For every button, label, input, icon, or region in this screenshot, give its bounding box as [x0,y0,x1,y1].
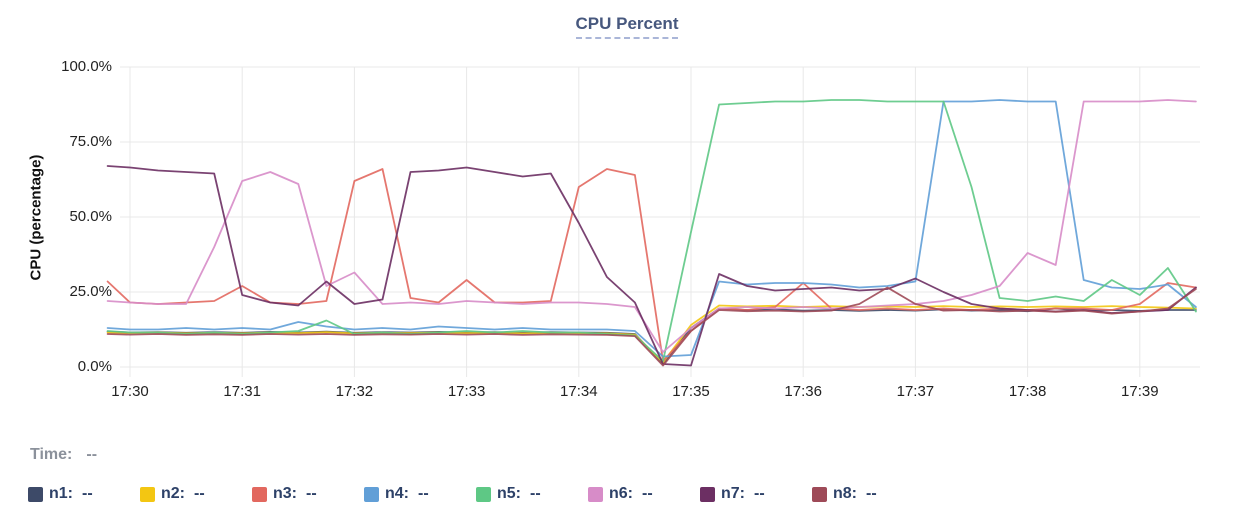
legend-value-n6: -- [642,485,653,502]
legend-item-n3[interactable]: n3: -- [252,485,364,503]
time-readout-row: Time: -- [30,446,97,464]
legend-label-n6: n6: [609,485,633,502]
series-line-n1 [106,307,1197,365]
series-line-n4 [106,99,1197,358]
y-tick-label: 50.0% [69,208,112,225]
legend-item-n8[interactable]: n8: -- [812,485,924,503]
x-tick-label: 17:38 [1008,383,1047,400]
legend-item-n5[interactable]: n5: -- [476,485,588,503]
legend-swatch-n8 [812,486,827,502]
series-line-n5 [106,99,1197,362]
x-tick-label: 17:37 [896,383,935,400]
legend-label-n8: n8: [833,485,857,502]
chart-title[interactable]: CPU Percent [575,14,679,39]
legend-label-n3: n3: [273,485,297,502]
legend-value-n4: -- [418,485,429,502]
legend-item-n6[interactable]: n6: -- [588,485,700,503]
legend-item-n7[interactable]: n7: -- [700,485,812,503]
y-tick-label: 75.0% [69,133,112,150]
legend-label-n7: n7: [721,485,745,502]
legend-swatch-n1 [28,486,43,502]
y-tick-label: 0.0% [77,358,112,375]
y-tick-label: 25.0% [69,283,112,300]
legend-swatch-n3 [252,486,267,502]
legend-swatch-n6 [588,486,603,502]
legend-label-n5: n5: [497,485,521,502]
x-tick-label: 17:34 [560,383,598,400]
legend-value-n1: -- [82,485,93,502]
y-axis-title: CPU (percentage) [27,154,45,281]
x-tick-label: 17:36 [784,383,822,400]
legend-swatch-n2 [140,486,155,502]
legend-value-n2: -- [194,485,205,502]
legend-item-n4[interactable]: n4: -- [364,485,476,503]
legend-value-n7: -- [754,485,765,502]
x-tick-label: 17:35 [672,383,710,400]
legend-value-n3: -- [306,485,317,502]
legend-label-n4: n4: [385,485,409,502]
legend-item-n1[interactable]: n1: -- [28,485,140,503]
time-label: Time: [30,446,73,463]
x-tick-label: 17:33 [447,383,486,400]
legend-swatch-n7 [700,486,715,502]
legend-swatch-n4 [364,486,379,502]
series-line-n6 [106,99,1197,353]
chart-canvas[interactable] [0,0,1254,430]
series-line-n8 [106,286,1197,367]
legend-swatch-n5 [476,486,491,502]
x-tick-label: 17:31 [223,383,261,400]
legend: n1: -- n2: -- n3: -- n4: -- n5: -- n6: -- n7: -- n8: -- [28,485,1238,503]
legend-label-n2: n2: [161,485,185,502]
chart-title-wrap: CPU Percent [0,14,1254,39]
y-tick-label: 100.0% [61,58,112,75]
legend-value-n8: -- [866,485,877,502]
x-tick-label: 17:39 [1121,383,1159,400]
x-tick-label: 17:30 [111,383,149,400]
time-value: -- [86,446,98,463]
x-tick-label: 17:32 [335,383,374,400]
legend-value-n5: -- [530,485,541,502]
series-line-n7 [106,165,1197,367]
legend-label-n1: n1: [49,485,73,502]
legend-item-n2[interactable]: n2: -- [140,485,252,503]
